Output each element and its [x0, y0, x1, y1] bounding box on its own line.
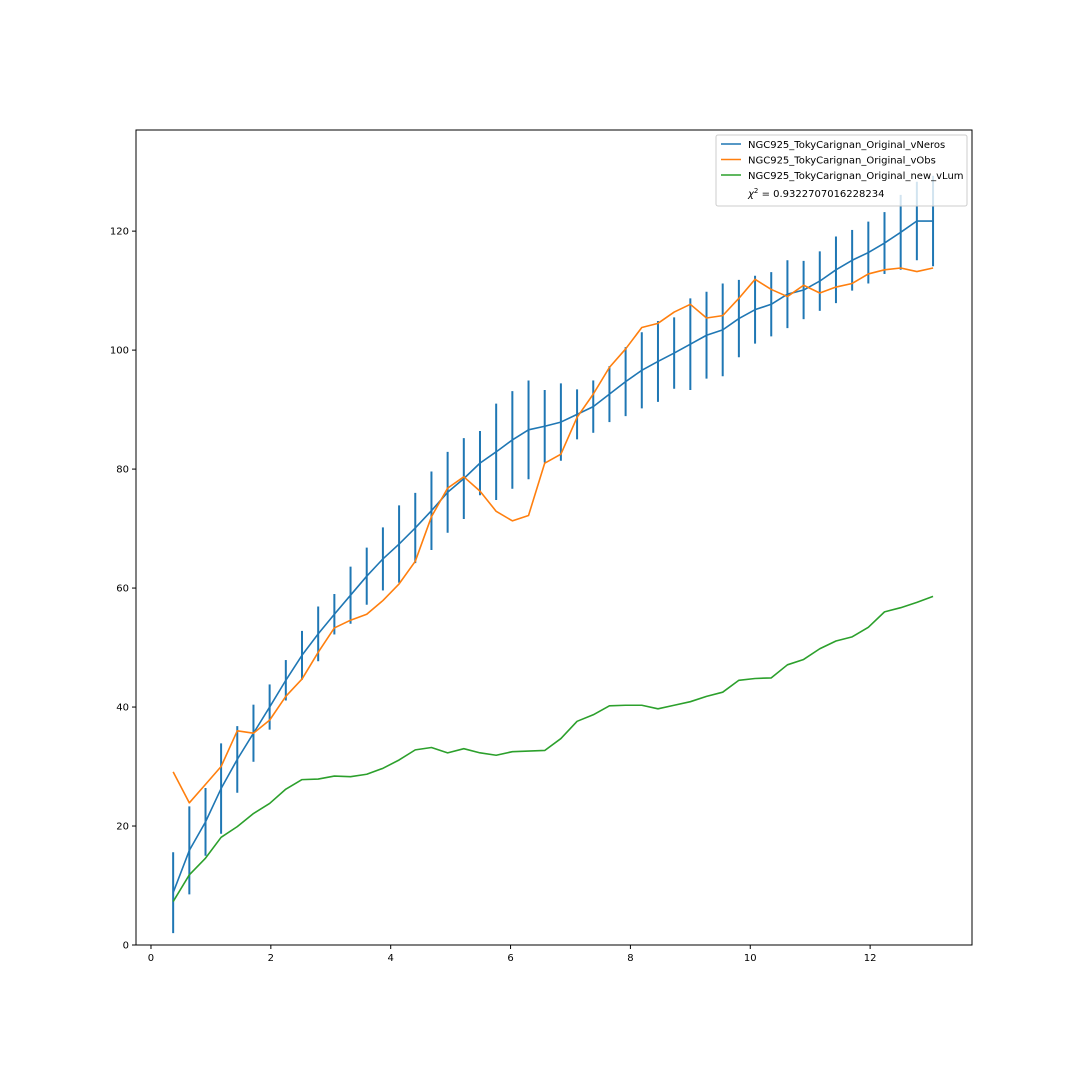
chi-superscript: 2	[754, 187, 758, 195]
plot-area	[172, 175, 935, 934]
x-tick-label: 8	[627, 953, 633, 964]
x-tick-label: 6	[507, 953, 513, 964]
legend-box	[715, 134, 968, 207]
x-tick-label: 4	[388, 953, 394, 964]
x-tick-label: 0	[148, 953, 154, 964]
y-tick-label: 0	[123, 941, 129, 952]
x-tick-label: 2	[268, 953, 274, 964]
y-tick-label: 40	[116, 703, 129, 714]
legend: NGC925_TokyCarignan_Original_vNeros NGC9…	[715, 134, 968, 207]
x-tick-label: 12	[864, 953, 877, 964]
legend-label-vobs: NGC925_TokyCarignan_Original_vObs	[748, 156, 936, 167]
y-tick-label: 100	[110, 346, 129, 357]
series-line-vneros	[172, 220, 934, 893]
chi-value: = 0.9322707016228234	[758, 189, 884, 200]
chi-symbol: χ	[747, 189, 755, 200]
axes-frame	[135, 129, 973, 946]
series-line-vlum	[172, 595, 934, 902]
y-tick-label: 20	[116, 822, 129, 833]
legend-label-vneros: NGC925_TokyCarignan_Original_vNeros	[748, 140, 945, 151]
y-tick-label: 60	[116, 584, 129, 595]
series-line-vobs	[172, 267, 934, 804]
y-tick-label: 120	[110, 227, 129, 238]
x-tick-label: 10	[744, 953, 757, 964]
legend-chi-squared: χ2 = 0.9322707016228234	[747, 187, 884, 200]
legend-label-vlum: NGC925_TokyCarignan_Original_new_vLum	[748, 171, 964, 182]
y-tick-label: 80	[116, 465, 129, 476]
